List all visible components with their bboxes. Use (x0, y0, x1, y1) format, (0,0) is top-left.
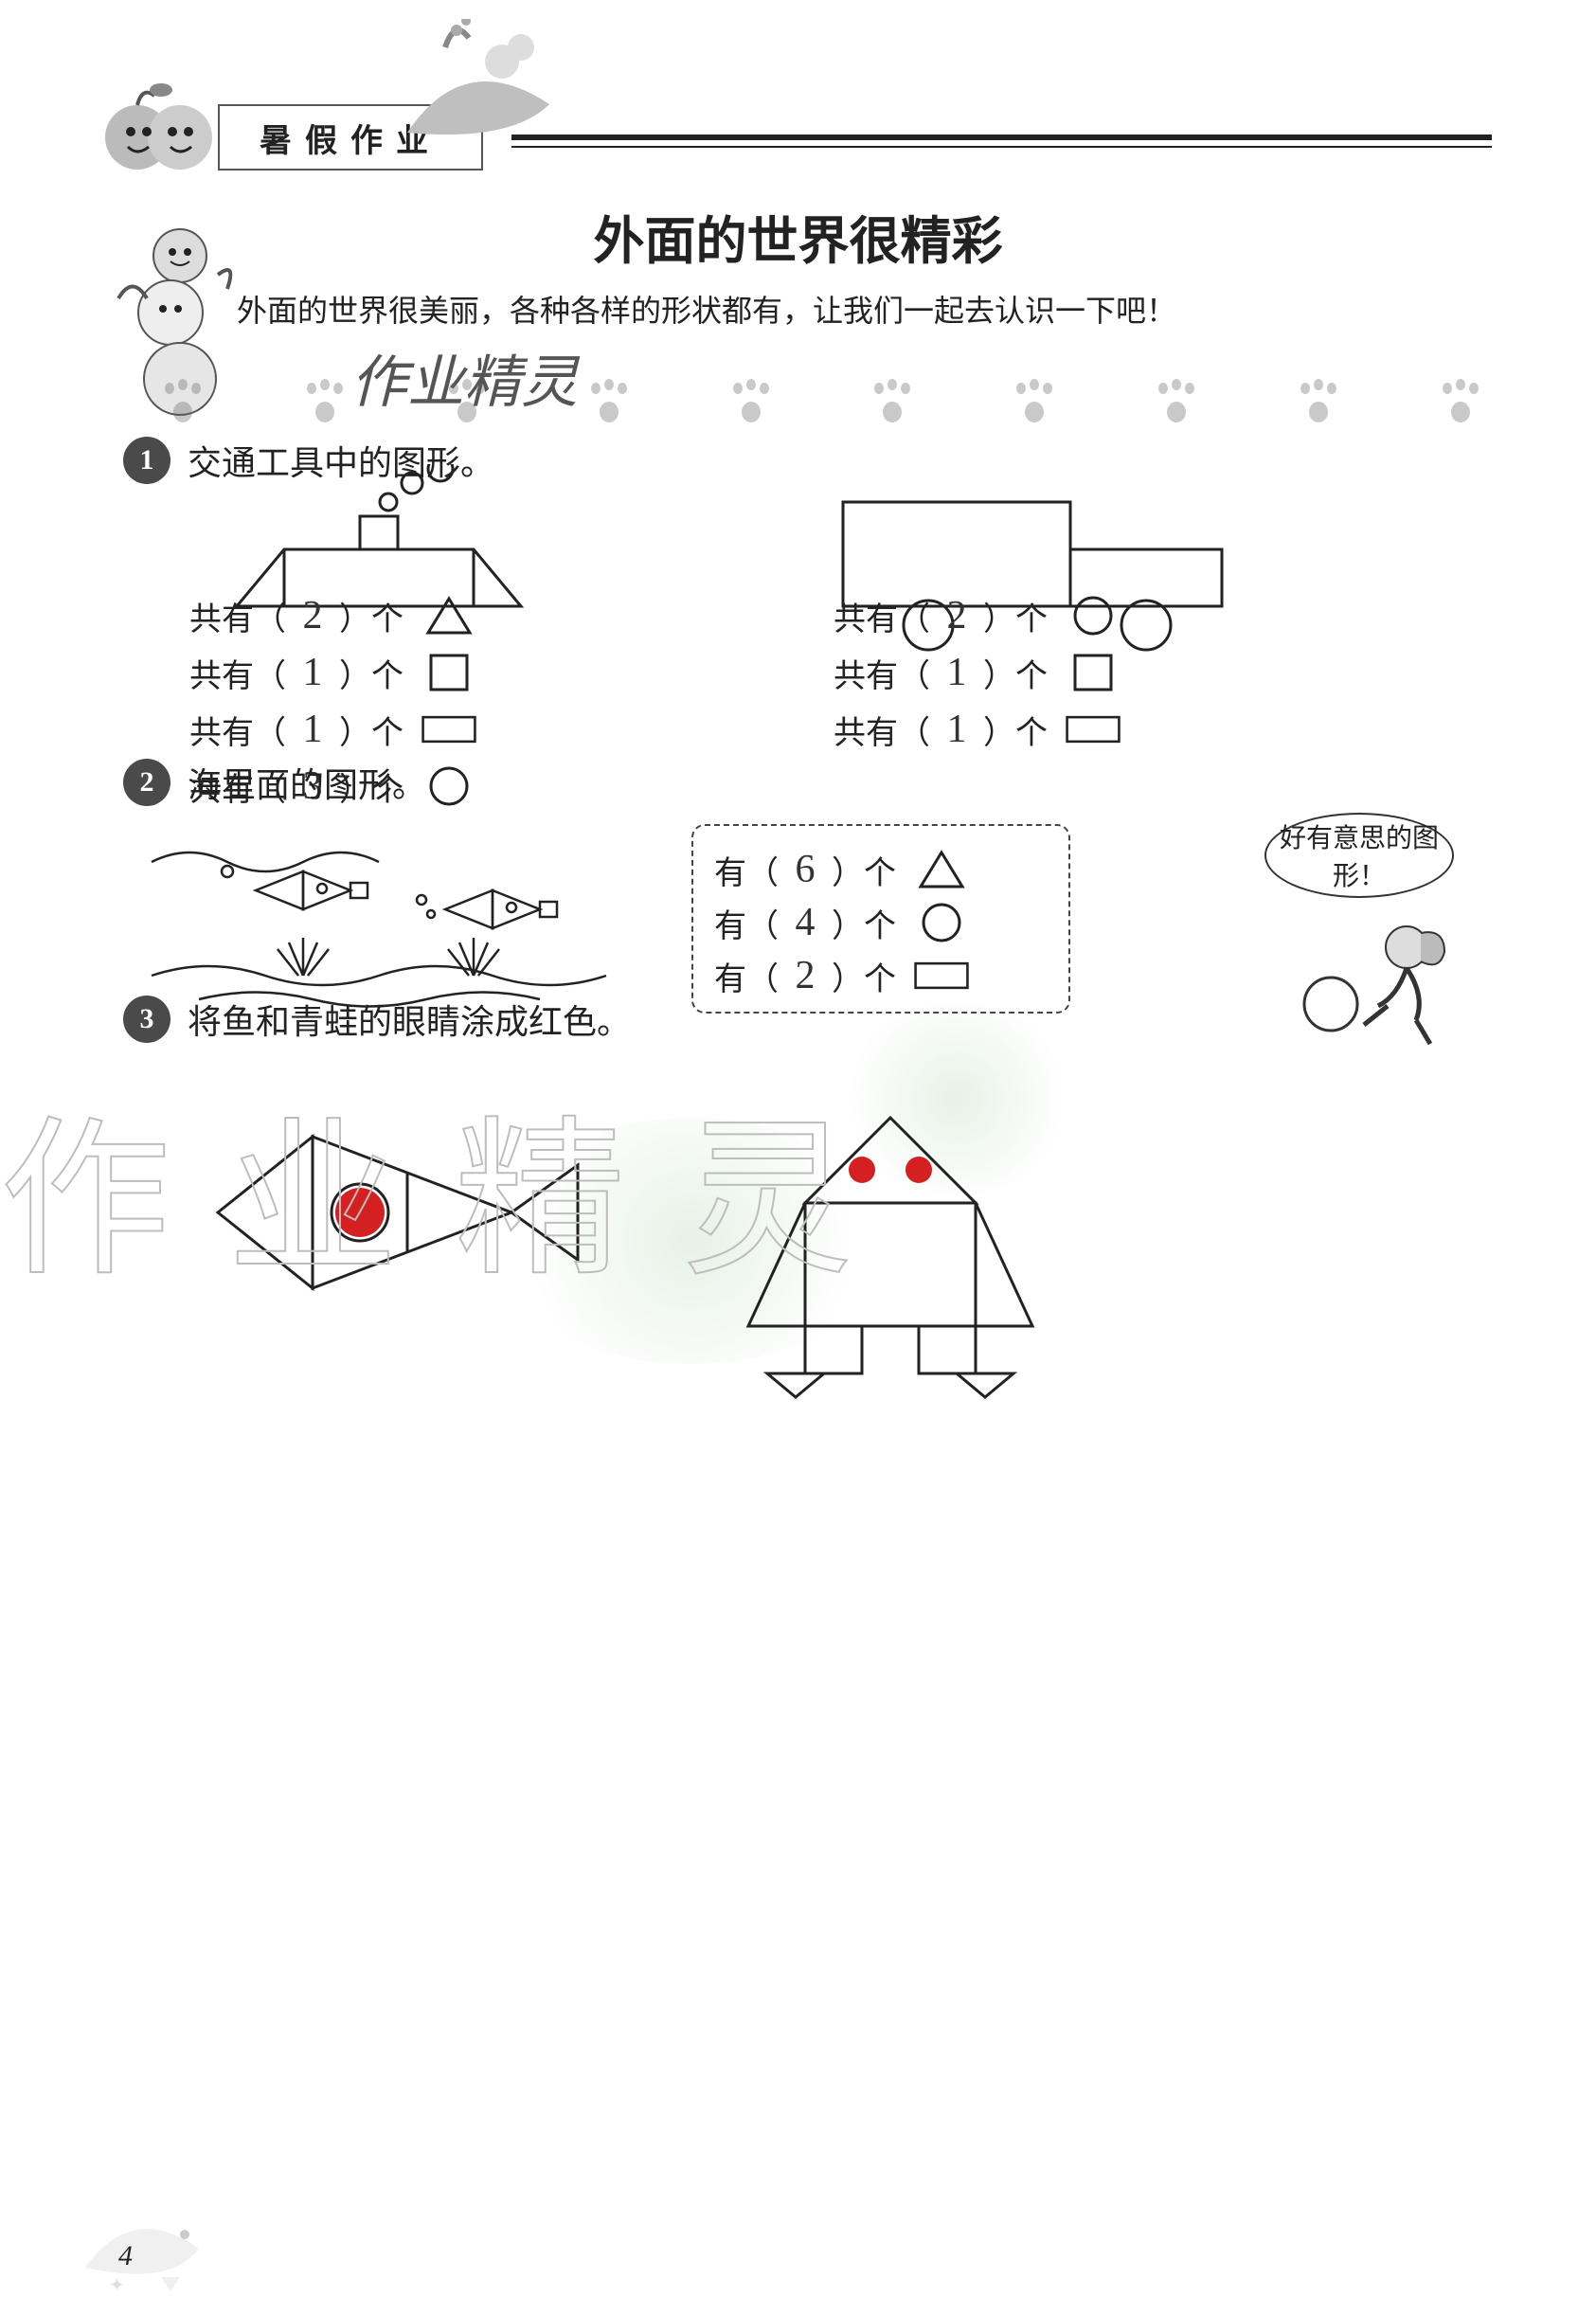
header-band: 暑假作业 (104, 47, 1492, 170)
question-2-header: 2 海里面的图形。 (123, 758, 1492, 807)
shape-icon-rectangle (913, 955, 970, 996)
count-row: 有（4）个 (714, 896, 1048, 949)
count-label-b: ）个 (983, 593, 1048, 639)
shape-icon-triangle (421, 595, 477, 637)
count-value-handwritten: 1 (286, 707, 339, 752)
frog-eye-red (849, 1157, 875, 1183)
count-label-b: ）个 (832, 847, 896, 893)
shape-icon-circle (913, 902, 970, 943)
count-label-b: ）个 (339, 650, 403, 696)
intro-text: 外面的世界很美丽，各种各样的形状都有，让我们一起去认识一下吧！ (237, 284, 1482, 339)
question-2-row: 有（6）个有（4）个有（2）个 好有意思的图形！ (123, 824, 1492, 1023)
svg-text:✦: ✦ (109, 2275, 125, 2296)
count-label-a: 共有（ (834, 650, 930, 696)
count-label-a: 共有（ (834, 707, 930, 753)
shape-icon-square (1065, 652, 1121, 693)
shape-icon-square (421, 652, 477, 693)
count-row: 共有（2）个 (834, 587, 1364, 644)
question-badge-3: 3 (123, 996, 170, 1043)
count-label-a: 有（ (714, 847, 779, 893)
count-value-handwritten: 2 (286, 593, 339, 638)
paw-print-row (161, 379, 1482, 426)
count-label-a: 有（ (714, 900, 779, 946)
count-value-handwritten: 1 (930, 650, 983, 695)
count-value-handwritten: 1 (930, 707, 983, 752)
shape-icon-rectangle (1065, 709, 1121, 750)
count-label-b: ）个 (339, 707, 403, 753)
page-title: 外面的世界很精彩 (0, 199, 1596, 274)
question-badge-2: 2 (123, 759, 170, 806)
speech-bubble-text: 好有意思的图形！ (1280, 817, 1439, 893)
corner-dolphin-icon: ✦ (76, 2182, 208, 2296)
q2-answer-box: 有（6）个有（4）个有（2）个 (691, 824, 1070, 1014)
sea-drawing (142, 824, 654, 1014)
count-label-b: ）个 (832, 953, 896, 999)
count-value-handwritten: 2 (779, 953, 832, 998)
count-row: 共有（2）个 (189, 587, 720, 644)
count-row: 共有（1）个 (189, 701, 720, 758)
fruit-mascot-icon (95, 71, 227, 185)
count-value-handwritten: 4 (779, 900, 832, 945)
count-label-b: ）个 (832, 900, 896, 946)
count-row: 共有（1）个 (189, 644, 720, 701)
count-label-a: 共有（ (189, 707, 286, 753)
question-3-header: 3 将鱼和青蛙的眼睛涂成红色。 (123, 995, 1492, 1044)
frog-eye-red (906, 1157, 932, 1183)
count-label-a: 有（ (714, 953, 779, 999)
count-value-handwritten: 1 (286, 650, 339, 695)
count-row: 共有（1）个 (834, 701, 1364, 758)
dolphin-kids-icon (388, 19, 568, 170)
count-row: 共有（1）个 (834, 644, 1364, 701)
count-label-a: 共有（ (834, 593, 930, 639)
page-number: 4 (118, 2240, 133, 2272)
count-label-b: ）个 (339, 593, 403, 639)
shape-icon-rectangle (421, 709, 477, 750)
question-3-art (104, 1061, 1492, 1402)
count-label-b: ）个 (983, 650, 1048, 696)
fish-figure (218, 1137, 578, 1288)
count-label-b: ）个 (983, 707, 1048, 753)
question-3-title: 将鱼和青蛙的眼睛涂成红色。 (188, 1003, 631, 1041)
fish-eye-red (335, 1188, 385, 1237)
count-label-a: 共有（ (189, 593, 286, 639)
count-row: 有（6）个 (714, 843, 1048, 896)
frog-figure (748, 1118, 1032, 1397)
header-rule (511, 135, 1492, 140)
question-2-title: 海里面的图形。 (188, 766, 426, 804)
speech-bubble: 好有意思的图形！ (1264, 813, 1454, 898)
shape-icon-circle (1065, 595, 1121, 637)
count-value-handwritten: 6 (779, 847, 832, 892)
shape-icon-triangle (913, 849, 970, 890)
count-value-handwritten: 2 (930, 593, 983, 638)
count-label-a: 共有（ (189, 650, 286, 696)
